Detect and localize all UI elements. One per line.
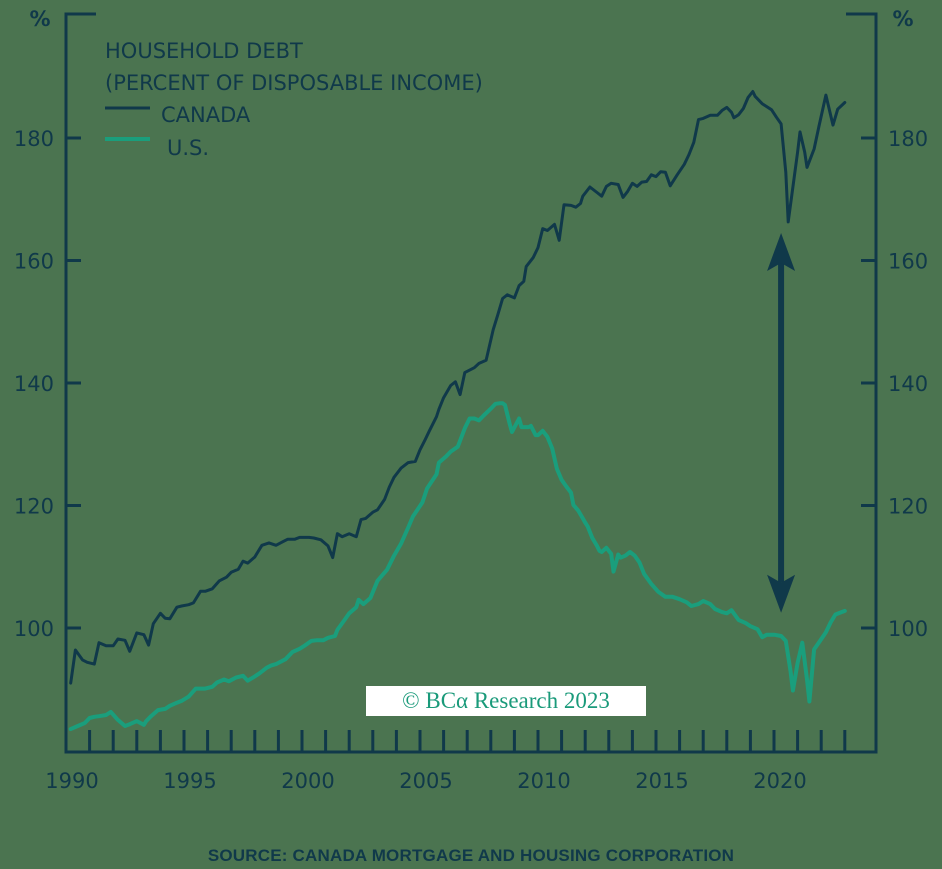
right-axis-unit: %: [892, 7, 913, 31]
right-y-tick-label: 120: [888, 495, 928, 519]
x-tick-label: 1995: [163, 769, 216, 793]
right-y-tick-label: 100: [888, 617, 928, 641]
series-lines: [68, 90, 847, 732]
legend-title-line1: HOUSEHOLD DEBT: [105, 39, 303, 63]
gap-double-arrow: [767, 232, 796, 613]
right-y-tick-label: 140: [888, 372, 928, 396]
left-y-tick-label: 100: [14, 617, 54, 641]
x-tick-label: 2010: [517, 769, 570, 793]
x-tick-label: 2000: [281, 769, 334, 793]
x-tick-label: 1990: [45, 769, 98, 793]
left-y-tick-label: 180: [14, 127, 54, 151]
legend: HOUSEHOLD DEBT (PERCENT OF DISPOSABLE IN…: [105, 39, 483, 160]
legend-title-line2: (PERCENT OF DISPOSABLE INCOME): [105, 71, 483, 95]
x-tick-label: 2005: [399, 769, 452, 793]
left-y-tick-label: 140: [14, 372, 54, 396]
left-y-tick-label: 120: [14, 495, 54, 519]
left-y-tick-label: 160: [14, 250, 54, 274]
series-line-canada: [69, 90, 847, 685]
left-axis-unit: %: [29, 7, 50, 31]
series-line-us: [68, 401, 847, 732]
axes: 100 100 120 120 140 140 160 160 180 180 1990 1995 20…: [14, 12, 928, 793]
x-tick-label: 2015: [635, 769, 688, 793]
legend-label-canada: CANADA: [161, 103, 251, 127]
x-tick-label: 2020: [753, 769, 806, 793]
arrow-down-head-icon: [767, 574, 796, 613]
source-note: SOURCE: CANADA MORTGAGE AND HOUSING CORP…: [207, 846, 735, 865]
right-y-tick-label: 160: [888, 250, 928, 274]
legend-label-us: U.S.: [167, 136, 209, 160]
axis-frame: [64, 12, 878, 754]
right-y-tick-label: 180: [888, 127, 928, 151]
arrow-up-head-icon: [767, 232, 796, 271]
watermark: © BCα Research 2023: [366, 686, 646, 716]
